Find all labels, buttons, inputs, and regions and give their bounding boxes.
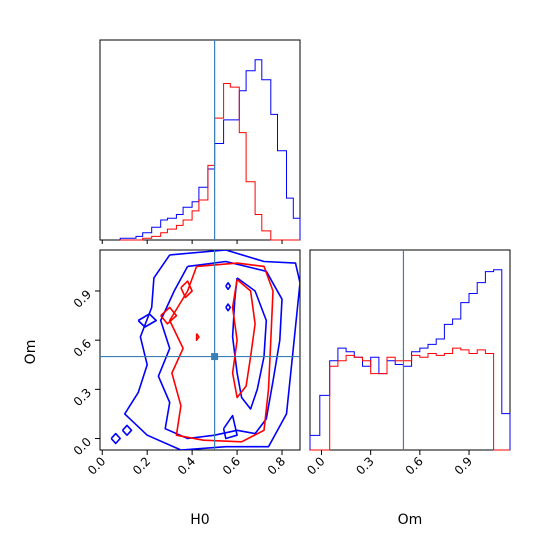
om-histogram-blue bbox=[309, 269, 511, 450]
contour-blue-0 bbox=[123, 250, 300, 450]
om-histogram-red bbox=[310, 347, 510, 451]
contour-blue-6 bbox=[121, 424, 133, 437]
x-axis-label-h0: H0 bbox=[190, 512, 209, 528]
om-tick-label: 0.0 bbox=[71, 435, 94, 458]
contour-blue-4 bbox=[137, 313, 157, 328]
h0-tick-label: 0.0 bbox=[85, 454, 108, 477]
contour-red-11 bbox=[180, 280, 193, 299]
h0-histogram-panel bbox=[99, 39, 301, 244]
contour-blue-5 bbox=[110, 432, 121, 445]
x-axis-label-om: Om bbox=[398, 512, 423, 528]
om-hist-tick-label: 0.3 bbox=[353, 454, 376, 477]
h0-histogram-red bbox=[120, 83, 300, 241]
h0-om-contour-panel: 0.0 0.2 0.4 0.6 0.8 0.0 0.3 0.6 0.9 bbox=[71, 249, 301, 478]
om-hist-tick-label: 0.9 bbox=[452, 454, 475, 477]
h0-tick-label: 0.2 bbox=[130, 454, 153, 477]
contour-blue-2 bbox=[231, 277, 268, 410]
contour-blue-3 bbox=[222, 414, 238, 440]
h0-histogram-frame bbox=[99, 39, 301, 241]
om-hist-tick-label: 0.0 bbox=[304, 454, 327, 477]
h0-tick-label: 0.8 bbox=[265, 454, 288, 477]
contour-blue-1 bbox=[157, 260, 283, 440]
h0-histogram-blue bbox=[119, 59, 301, 240]
h0-tick-label: 0.4 bbox=[175, 454, 198, 477]
contour-red-13 bbox=[195, 333, 200, 342]
om-tick-label: 0.6 bbox=[71, 336, 94, 359]
contour-red-10 bbox=[231, 278, 256, 399]
h0-tick-label: 0.6 bbox=[220, 454, 243, 477]
om-histogram-panel: 0.0 0.3 0.6 0.9 bbox=[304, 249, 511, 478]
om-tick-label: 0.3 bbox=[71, 386, 94, 409]
truth-marker bbox=[211, 353, 219, 361]
contour-blue-8 bbox=[225, 303, 232, 312]
om-histogram-frame bbox=[309, 249, 511, 451]
contour-red-9 bbox=[168, 262, 274, 443]
contour-frame bbox=[99, 249, 301, 451]
contour-blue-7 bbox=[225, 281, 232, 291]
om-hist-tick-label: 0.6 bbox=[403, 454, 426, 477]
om-tick-label: 0.9 bbox=[71, 287, 94, 310]
contour-red-12 bbox=[160, 306, 178, 325]
y-axis-label-om: Om bbox=[23, 340, 39, 365]
